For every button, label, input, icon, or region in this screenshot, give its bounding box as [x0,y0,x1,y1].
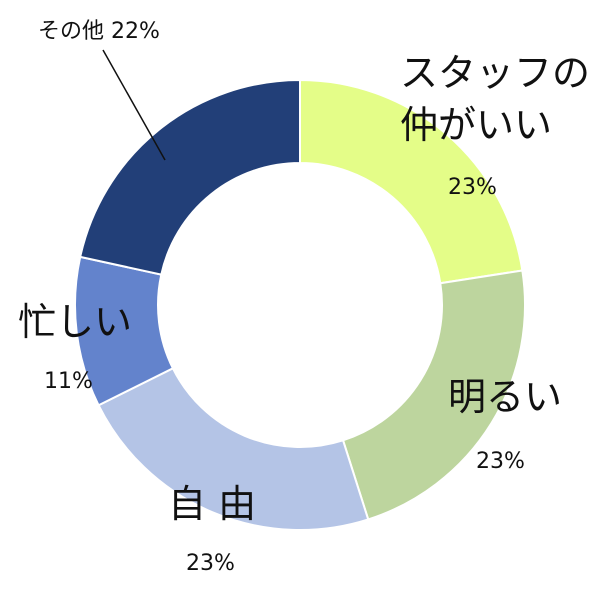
label-staff-line2: 仲がいい [400,103,552,147]
value-label-staff: 23% [448,175,497,200]
donut-slices [74,78,526,531]
label-bright: 明るい [448,375,562,419]
value-label-busy: 11% [44,369,93,394]
value-label-bright: 23% [476,449,525,474]
slice-bright [341,269,526,521]
label-free: 自 由 [168,482,256,526]
value-label-free: 23% [186,551,235,576]
slice-free [97,366,370,531]
label-other: その他 22% [38,19,160,44]
label-busy: 忙しい [18,300,132,344]
slice-staff [299,78,524,285]
label-staff-line1: スタッフの [400,51,590,95]
slice-other [79,78,301,276]
other-leader-line [102,49,166,161]
